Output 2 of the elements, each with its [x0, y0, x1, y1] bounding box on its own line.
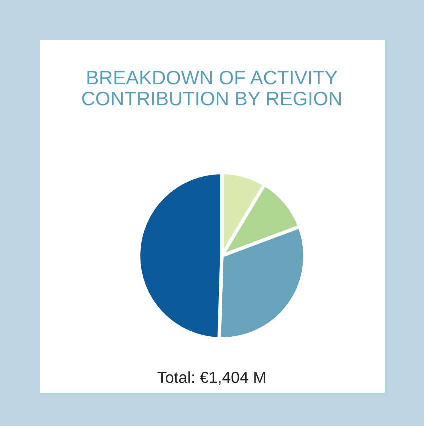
text: Total: €1,404 M	[158, 372, 266, 386]
chart-title: BREAKDOWN OF ACTIVITY CONTRIBUTION BY REGION	[82, 70, 341, 106]
